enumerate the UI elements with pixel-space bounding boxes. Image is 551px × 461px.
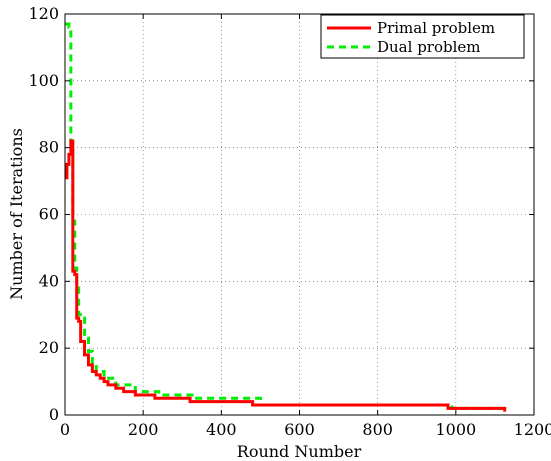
- x-tick-label: 0: [60, 420, 70, 439]
- x-tick-label: 1000: [435, 420, 476, 439]
- series-line-primal: [65, 139, 507, 412]
- x-tick-label: 600: [284, 420, 315, 439]
- y-tick-label: 100: [28, 71, 59, 90]
- y-tick-label: 40: [39, 271, 59, 290]
- y-tick-label: 0: [49, 405, 59, 424]
- legend-label-primal: Primal problem: [377, 19, 495, 37]
- x-axis-label: Round Number: [237, 442, 362, 461]
- y-tick-label: 20: [39, 338, 59, 357]
- x-tick-label: 1200: [514, 420, 551, 439]
- y-axis-label: Number of Iterations: [7, 128, 26, 300]
- x-tick-label: 400: [206, 420, 237, 439]
- tick-labels-group: 0 200 400 600 800 1000 1200 0 20 40 60 80 100 120: [28, 4, 551, 439]
- legend-box: [320, 14, 525, 59]
- y-tick-label: 60: [39, 205, 59, 224]
- grid: [65, 14, 534, 415]
- x-tick-label: 200: [128, 420, 159, 439]
- y-tick-label: 120: [28, 4, 59, 23]
- series-group: [65, 22, 507, 412]
- legend: Primal problem Dual problem: [320, 14, 525, 59]
- y-tick-label: 80: [39, 138, 59, 157]
- x-tick-label: 800: [362, 420, 393, 439]
- legend-label-dual: Dual problem: [377, 38, 481, 56]
